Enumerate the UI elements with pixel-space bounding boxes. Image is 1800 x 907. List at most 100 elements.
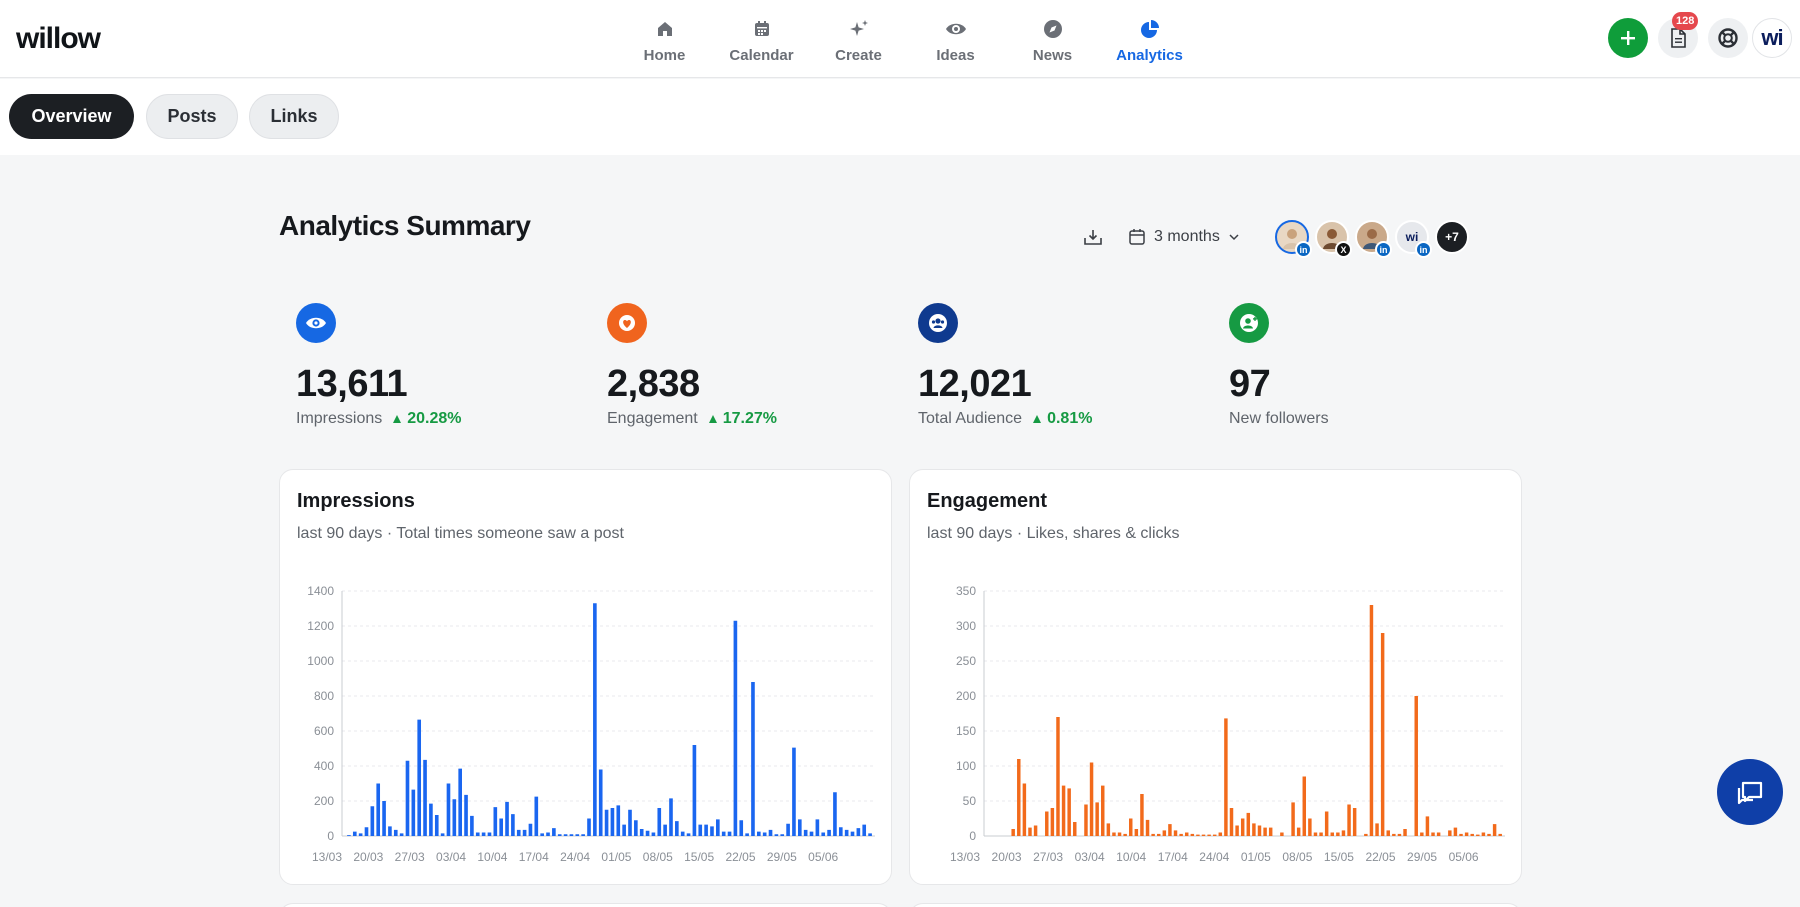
chart-bar: [604, 809, 609, 836]
chart-bar: [1291, 802, 1295, 836]
date-range-select[interactable]: 3 months: [1128, 224, 1240, 250]
account-avatar[interactable]: in: [1355, 220, 1392, 258]
chart-bar: [838, 827, 843, 836]
chart-bar: [452, 799, 457, 836]
x-tick-label: 24/04: [560, 850, 590, 864]
chart-bar: [358, 833, 363, 837]
chart-bar: [634, 820, 638, 836]
chart-bar: [1268, 827, 1273, 836]
chart-bar: [1481, 832, 1486, 836]
chart-bar: [704, 824, 708, 837]
tab-overview[interactable]: Overview: [9, 94, 134, 139]
chart-bar: [1470, 833, 1474, 836]
chart-bar: [1341, 830, 1346, 836]
chart-bar: [370, 806, 375, 836]
x-tick-label: 03/04: [1075, 850, 1105, 864]
tab-posts[interactable]: Posts: [146, 94, 238, 139]
account-avatar[interactable]: X: [1315, 220, 1352, 258]
plus-icon: [1621, 31, 1635, 45]
chart-bar: [757, 831, 761, 837]
chart-bar: [710, 826, 714, 837]
nav-ideas-label: Ideas: [936, 47, 975, 64]
stat-delta: 17.27%: [708, 410, 777, 428]
impressions-chart-card: Impressions last 90 days · Total times s…: [279, 469, 892, 885]
y-tick-label: 0: [969, 829, 976, 843]
account-avatar[interactable]: in: [1275, 220, 1312, 258]
document-icon: [1671, 28, 1686, 48]
chart-bar: [505, 801, 509, 837]
chart-bar: [803, 829, 808, 837]
chart-bar: [516, 829, 521, 837]
chart-bar: [856, 828, 861, 837]
user-plus-icon: [1229, 303, 1269, 343]
chart-bar: [645, 830, 650, 836]
chart-bar: [1229, 808, 1234, 836]
account-avatar[interactable]: wi in: [1395, 220, 1432, 258]
chart-bar: [1448, 830, 1452, 836]
stat-value: 97: [1229, 363, 1271, 405]
tab-links[interactable]: Links: [249, 94, 339, 139]
add-button[interactable]: [1608, 18, 1648, 58]
compass-icon: [1042, 18, 1064, 40]
impressions-bar-chart[interactable]: 0 200 400 600 800 1000 1200 1400 13/03 20/03 27/03…: [280, 570, 893, 886]
chart-bar: [827, 829, 831, 837]
chart-bar: [546, 832, 550, 836]
x-tick-label: 08/05: [643, 850, 673, 864]
chat-support-button[interactable]: [1717, 759, 1783, 825]
y-tick-label: 800: [314, 689, 334, 703]
more-accounts-button[interactable]: +7: [1435, 220, 1469, 254]
x-tick-label: 03/04: [436, 850, 466, 864]
chart-bar: [487, 832, 492, 836]
sparkle-icon: [848, 18, 870, 40]
x-tick-label: 01/05: [1241, 850, 1271, 864]
stat-label: New followers: [1229, 410, 1329, 427]
nav-analytics[interactable]: Analytics: [1101, 14, 1198, 66]
chart-bar: [1184, 832, 1189, 836]
willow-logo[interactable]: willow: [16, 22, 101, 55]
y-tick-label: 1000: [307, 654, 334, 668]
nav-create-label: Create: [835, 47, 882, 64]
nav-home[interactable]: Home: [616, 14, 713, 66]
chart-bar: [780, 834, 785, 836]
chart-bar: [1145, 819, 1150, 836]
chart-bar: [575, 834, 580, 836]
chart-bar: [528, 823, 533, 836]
nav-ideas[interactable]: Ideas: [907, 14, 1004, 66]
chart-bar: [1257, 825, 1262, 836]
drafts-count-badge: 128: [1672, 12, 1699, 30]
chevron-down-icon: [1229, 234, 1239, 241]
stat-delta-value: 17.27%: [722, 410, 777, 427]
engagement-bar-chart[interactable]: 0 50 100 150 200 250 300 350 13/03 20/03 27/03 03/0…: [910, 570, 1523, 886]
chart-bar: [1033, 825, 1038, 836]
download-button[interactable]: [1082, 226, 1104, 248]
chart-bar: [598, 769, 603, 836]
chart-bar: [1414, 696, 1418, 836]
x-tick-label: 10/04: [1116, 850, 1146, 864]
x-tick-label: 13/03: [312, 850, 342, 864]
stat-impressions: 13,611 Impressions 20.28%: [296, 303, 576, 428]
nav-create[interactable]: Create: [810, 14, 907, 66]
help-button[interactable]: [1708, 18, 1748, 58]
chart-bar: [657, 808, 662, 836]
chart-bar: [581, 834, 585, 836]
chart-bar: [1386, 830, 1390, 836]
chart-bar: [1162, 830, 1167, 836]
x-tick-label: 20/03: [353, 850, 383, 864]
chart-bar: [352, 831, 357, 837]
chart-bar: [1073, 822, 1077, 836]
chart-bar: [792, 747, 796, 837]
chart-bar: [768, 829, 773, 837]
chart-bar: [1218, 832, 1223, 836]
stat-total-audience: 12,021 Total Audience 0.81%: [918, 303, 1198, 428]
nav-news[interactable]: News: [1004, 14, 1101, 66]
stat-delta-value: 0.81%: [1047, 410, 1093, 427]
chart-bar: [1207, 834, 1211, 836]
chart-bar: [376, 783, 381, 836]
chart-bar: [552, 828, 556, 837]
chart-subtitle: last 90 days · Total times someone saw a…: [297, 525, 624, 542]
chart-bar: [1302, 776, 1307, 836]
chart-bar: [774, 834, 779, 836]
nav-calendar[interactable]: Calendar: [713, 14, 810, 66]
chart-bar: [815, 819, 820, 837]
workspace-avatar[interactable]: wi: [1752, 18, 1792, 58]
